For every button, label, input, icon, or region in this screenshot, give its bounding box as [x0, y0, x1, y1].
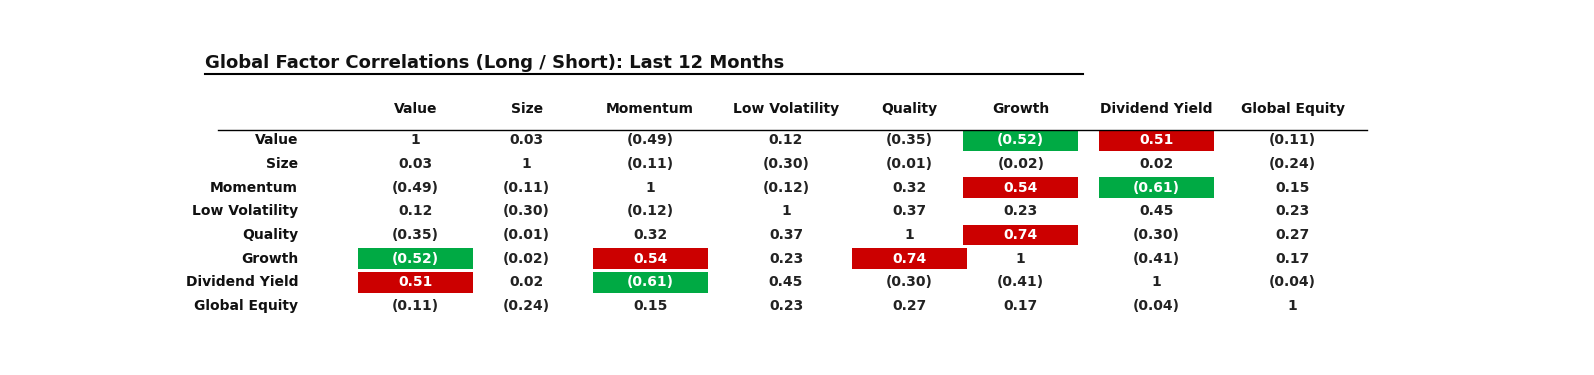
Text: (0.11): (0.11)	[504, 181, 550, 195]
Text: Dividend Yield: Dividend Yield	[185, 275, 298, 290]
Text: (0.11): (0.11)	[392, 299, 438, 313]
Text: 0.17: 0.17	[1004, 299, 1038, 313]
Text: (0.41): (0.41)	[1133, 252, 1180, 266]
Text: Momentum: Momentum	[210, 181, 298, 195]
Text: Low Volatility: Low Volatility	[733, 102, 838, 115]
Text: 0.32: 0.32	[893, 181, 926, 195]
Text: (0.41): (0.41)	[998, 275, 1044, 290]
Text: 1: 1	[646, 181, 655, 195]
Text: 0.54: 0.54	[633, 252, 668, 266]
Text: (0.35): (0.35)	[886, 133, 932, 147]
Text: (0.49): (0.49)	[626, 133, 674, 147]
Text: (0.52): (0.52)	[998, 133, 1044, 147]
Text: Value: Value	[394, 102, 437, 115]
Text: (0.30): (0.30)	[886, 275, 932, 290]
Text: (0.24): (0.24)	[504, 299, 550, 313]
Text: 0.54: 0.54	[1004, 181, 1038, 195]
Text: (0.12): (0.12)	[626, 204, 674, 218]
Text: 0.51: 0.51	[398, 275, 432, 290]
Text: (0.02): (0.02)	[998, 157, 1044, 171]
Text: Quality: Quality	[242, 228, 298, 242]
Text: (0.01): (0.01)	[886, 157, 932, 171]
Text: Global Equity: Global Equity	[1240, 102, 1344, 115]
Text: (0.11): (0.11)	[1269, 133, 1317, 147]
Text: 0.15: 0.15	[633, 299, 668, 313]
Text: (0.61): (0.61)	[626, 275, 674, 290]
Text: 0.37: 0.37	[893, 204, 926, 218]
Text: Dividend Yield: Dividend Yield	[1100, 102, 1213, 115]
Text: (0.52): (0.52)	[392, 252, 438, 266]
Text: 0.12: 0.12	[768, 133, 803, 147]
Text: (0.30): (0.30)	[762, 157, 810, 171]
Text: (0.61): (0.61)	[1133, 181, 1180, 195]
Text: 0.45: 0.45	[1140, 204, 1173, 218]
Text: 0.02: 0.02	[510, 275, 544, 290]
Text: Size: Size	[266, 157, 298, 171]
FancyBboxPatch shape	[963, 225, 1078, 245]
Text: Growth: Growth	[241, 252, 298, 266]
Text: Quality: Quality	[881, 102, 937, 115]
Text: Global Factor Correlations (Long / Short): Last 12 Months: Global Factor Correlations (Long / Short…	[206, 54, 784, 72]
FancyBboxPatch shape	[963, 130, 1078, 151]
FancyBboxPatch shape	[593, 248, 708, 269]
Text: 0.32: 0.32	[633, 228, 668, 242]
Text: (0.04): (0.04)	[1269, 275, 1317, 290]
Text: 0.37: 0.37	[768, 228, 803, 242]
FancyBboxPatch shape	[593, 272, 708, 293]
Text: 1: 1	[781, 204, 791, 218]
FancyBboxPatch shape	[963, 177, 1078, 198]
FancyBboxPatch shape	[359, 272, 473, 293]
Text: 1: 1	[1152, 275, 1162, 290]
Text: (0.49): (0.49)	[392, 181, 438, 195]
Text: Growth: Growth	[991, 102, 1049, 115]
Text: Value: Value	[255, 133, 298, 147]
Text: Momentum: Momentum	[606, 102, 693, 115]
FancyBboxPatch shape	[1100, 130, 1215, 151]
Text: 0.23: 0.23	[1275, 204, 1310, 218]
Text: 0.23: 0.23	[1004, 204, 1038, 218]
Text: 0.23: 0.23	[768, 299, 803, 313]
Text: (0.35): (0.35)	[392, 228, 438, 242]
Text: Low Volatility: Low Volatility	[191, 204, 298, 218]
Text: 0.45: 0.45	[768, 275, 803, 290]
FancyBboxPatch shape	[853, 248, 968, 269]
Text: 1: 1	[411, 133, 421, 147]
Text: (0.30): (0.30)	[1133, 228, 1180, 242]
Text: (0.01): (0.01)	[504, 228, 550, 242]
Text: Global Equity: Global Equity	[194, 299, 298, 313]
Text: 0.74: 0.74	[893, 252, 926, 266]
FancyBboxPatch shape	[1100, 177, 1215, 198]
Text: (0.11): (0.11)	[626, 157, 674, 171]
Text: 0.03: 0.03	[398, 157, 432, 171]
Text: (0.12): (0.12)	[762, 181, 810, 195]
Text: 0.17: 0.17	[1275, 252, 1310, 266]
Text: 0.27: 0.27	[893, 299, 926, 313]
Text: (0.04): (0.04)	[1133, 299, 1180, 313]
Text: (0.24): (0.24)	[1269, 157, 1317, 171]
Text: 0.51: 0.51	[1140, 133, 1173, 147]
Text: 0.12: 0.12	[398, 204, 432, 218]
Text: 1: 1	[521, 157, 531, 171]
Text: (0.30): (0.30)	[504, 204, 550, 218]
Text: 1: 1	[1288, 299, 1298, 313]
Text: 0.27: 0.27	[1275, 228, 1310, 242]
Text: 1: 1	[1015, 252, 1025, 266]
Text: 0.74: 0.74	[1004, 228, 1038, 242]
Text: 0.03: 0.03	[510, 133, 544, 147]
Text: 1: 1	[905, 228, 915, 242]
Text: Size: Size	[510, 102, 542, 115]
Text: 0.02: 0.02	[1140, 157, 1173, 171]
Text: 0.23: 0.23	[768, 252, 803, 266]
Text: (0.02): (0.02)	[504, 252, 550, 266]
Text: 0.15: 0.15	[1275, 181, 1310, 195]
FancyBboxPatch shape	[359, 248, 473, 269]
